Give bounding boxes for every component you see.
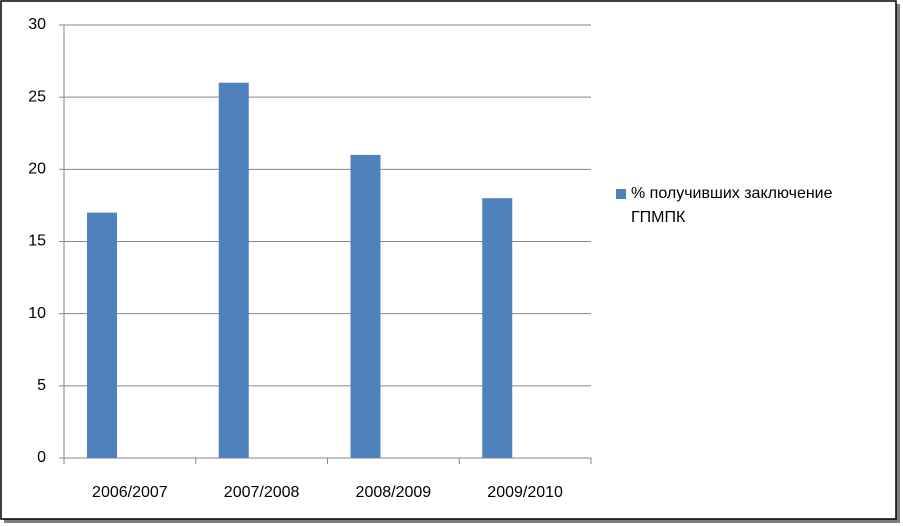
legend-label: % получивших заключение ГПМПК [631, 185, 833, 226]
y-tick-label: 25 [28, 88, 46, 105]
legend: % получивших заключение ГПМПК [616, 182, 886, 230]
bar [350, 154, 381, 458]
y-tick-label: 5 [37, 377, 46, 394]
y-tick-label: 0 [37, 449, 46, 466]
bar [482, 198, 513, 458]
y-tick-label: 20 [28, 161, 46, 178]
bar [218, 82, 249, 458]
x-tick-label: 2009/2010 [487, 484, 563, 501]
x-tick-label: 2008/2009 [356, 484, 432, 501]
y-tick-label: 10 [28, 305, 46, 322]
y-tick-label: 15 [28, 233, 46, 250]
x-tick-label: 2007/2008 [224, 484, 300, 501]
legend-swatch [616, 189, 626, 199]
y-tick-label: 30 [28, 16, 46, 33]
bar [87, 212, 117, 458]
x-tick-label: 2006/2007 [92, 484, 168, 501]
